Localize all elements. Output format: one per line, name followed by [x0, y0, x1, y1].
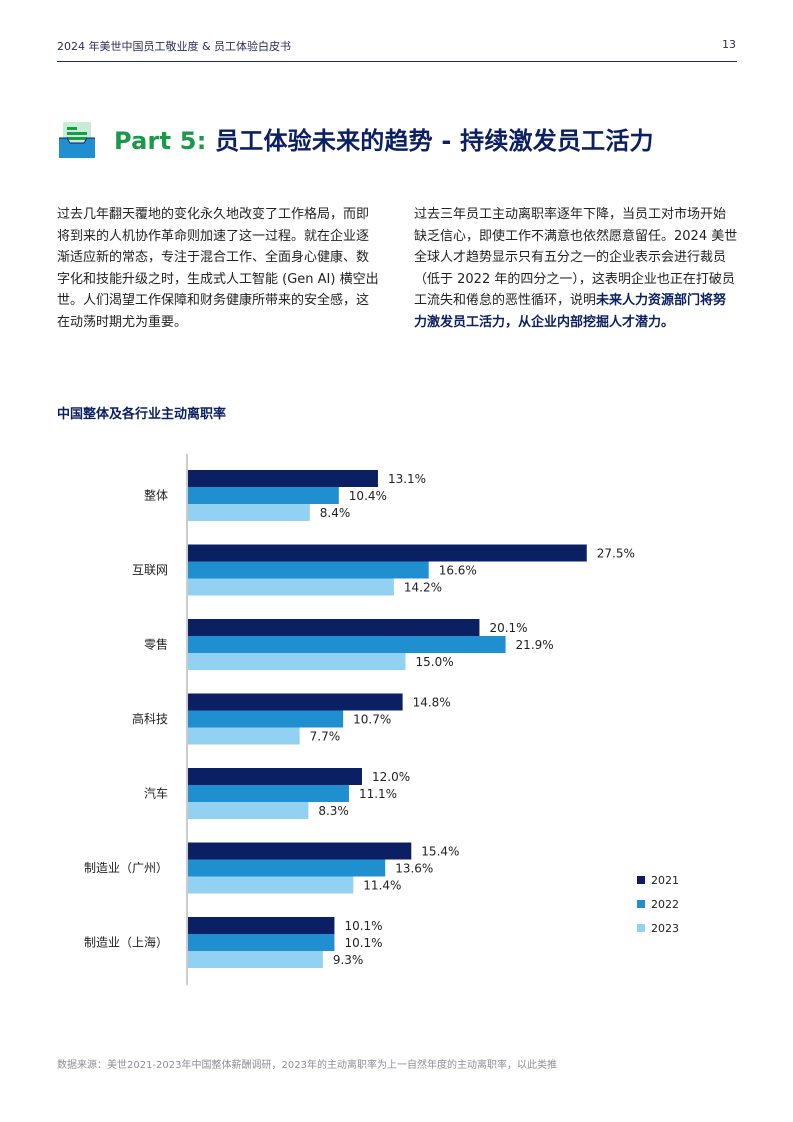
bar-2023	[188, 951, 323, 968]
bar-value-label: 12.0%	[372, 770, 410, 784]
bar-2022	[188, 561, 429, 579]
body-paragraph-left: 过去几年翻天覆地的变化永久地改变了工作格局，而即将到来的人机协作革命则加速了这一…	[57, 207, 379, 330]
bar-2023	[188, 653, 406, 670]
bar-2022	[188, 710, 344, 728]
bar-2021	[188, 693, 403, 711]
bar-value-label: 15.4%	[421, 845, 459, 859]
bar-2021	[188, 842, 412, 860]
bar-value-label: 21.9%	[516, 638, 554, 652]
bar-2021	[188, 544, 587, 562]
bar-2022	[188, 487, 339, 504]
bar-value-label: 20.1%	[489, 621, 527, 635]
bar-value-label: 16.6%	[439, 564, 477, 578]
bar-2021	[188, 619, 480, 636]
body-right-plain: 过去三年员工主动离职率逐年下降，当员工对市场开始缺乏信心，即使工作不满意也依然愿…	[414, 207, 738, 308]
category-label: 互联网	[132, 563, 168, 577]
legend-swatch-2022	[637, 900, 645, 908]
bar-value-label: 14.8%	[413, 696, 451, 710]
section-title-text: 员工体验未来的趋势 - 持续激发员工活力	[215, 127, 654, 155]
bar-2021	[188, 470, 378, 487]
category-label: 制造业（广州）	[84, 861, 168, 875]
section-title: Part 5: 员工体验未来的趋势 - 持续激发员工活力	[114, 121, 654, 156]
chart-title: 中国整体及各行业主动离职率	[57, 407, 227, 422]
category-label: 汽车	[144, 786, 168, 801]
legend-swatch-2021	[637, 876, 645, 884]
bar-value-label: 10.4%	[349, 489, 387, 503]
bar-2023	[188, 876, 354, 894]
bar-value-label: 11.1%	[359, 787, 397, 801]
bar-2021	[188, 768, 362, 785]
document-tray-icon	[59, 122, 95, 158]
bar-value-label: 11.4%	[363, 879, 401, 893]
legend-label: 2021	[651, 874, 679, 887]
category-label: 零售	[144, 637, 168, 652]
category-label: 整体	[144, 488, 168, 503]
bar-value-label: 7.7%	[310, 730, 341, 744]
body-right-bold: 未来人力资源部门将努力激发员工活力，从企业内部挖掘人才潜力。	[414, 293, 727, 330]
bar-2022	[188, 785, 349, 802]
bar-2022	[188, 934, 335, 951]
bar-value-label: 14.2%	[404, 581, 442, 595]
legend-label: 2022	[651, 898, 679, 911]
bar-value-label: 8.4%	[320, 506, 351, 520]
body-paragraph-right: 过去三年员工主动离职率逐年下降，当员工对市场开始缺乏信心，即使工作不满意也依然愿…	[414, 204, 738, 333]
bar-value-label: 8.3%	[318, 804, 349, 818]
bar-value-label: 13.1%	[388, 472, 426, 486]
category-label: 高科技	[132, 711, 168, 726]
bar-2023	[188, 578, 394, 596]
bar-2022	[188, 859, 386, 877]
bar-value-label: 13.6%	[395, 862, 433, 876]
legend-swatch-2023	[637, 924, 645, 932]
bar-value-label: 10.1%	[344, 919, 382, 933]
bar-2023	[188, 504, 310, 521]
bar-value-label: 27.5%	[597, 547, 635, 561]
footnote-source: 数据来源：美世2021-2023年中国整体薪酬调研，2023年的主动离职率为上一…	[57, 1060, 557, 1071]
legend-label: 2023	[651, 922, 679, 935]
bar-value-label: 10.1%	[344, 936, 382, 950]
bar-2023	[188, 727, 300, 745]
bar-2023	[188, 802, 309, 819]
page-number: 13	[722, 38, 736, 51]
category-label: 制造业（上海）	[84, 935, 168, 950]
bar-2022	[188, 636, 506, 653]
bar-value-label: 10.7%	[353, 713, 391, 727]
bar-value-label: 9.3%	[333, 953, 364, 967]
turnover-bar-chart: 整体 13.1%10.4% 8.4% 互联网 27.5% 16.6% 14.2% 零售 20.1…	[84, 454, 679, 985]
header-title: 2024 年美世中国员工敬业度 & 员工体验白皮书	[57, 40, 292, 53]
bar-2021	[188, 917, 335, 934]
bar-value-label: 15.0%	[416, 655, 454, 669]
header-divider	[57, 61, 737, 62]
section-part-label: Part 5:	[114, 127, 207, 155]
